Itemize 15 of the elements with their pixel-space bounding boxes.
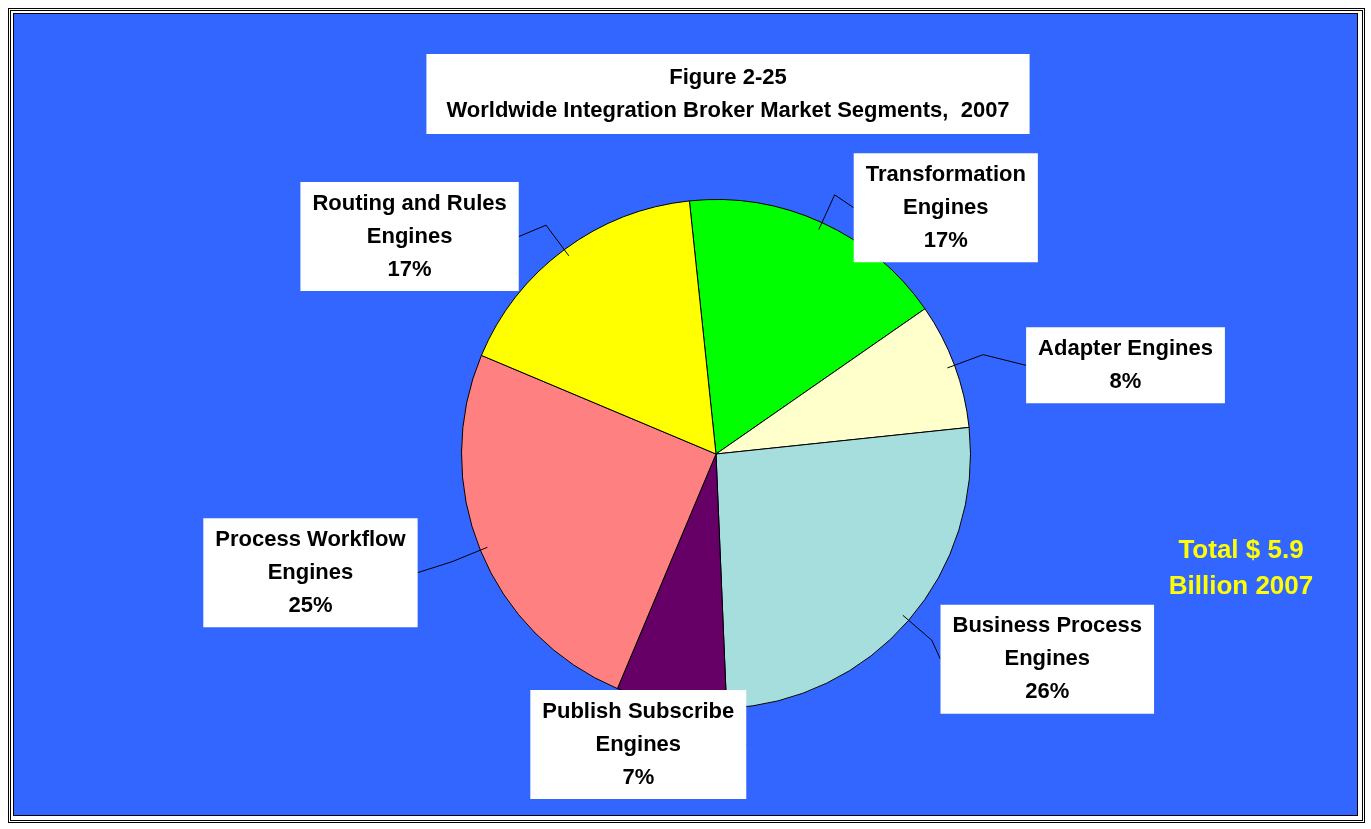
data-label: 7% bbox=[622, 763, 655, 789]
slice-label: Adapter Engines bbox=[1038, 334, 1213, 360]
text: Total $ 5.9 Billion 2007 bbox=[1168, 534, 1314, 601]
data-label: 17% bbox=[387, 255, 432, 281]
data-label: 26% bbox=[1025, 678, 1070, 704]
chart-title: Figure 2-25 bbox=[669, 63, 787, 89]
data-label: 25% bbox=[288, 591, 333, 617]
slice-label: Routing and Rules Engines bbox=[312, 189, 507, 248]
data-label: 17% bbox=[923, 226, 968, 252]
slice-label: Publish Subscribe Engines bbox=[542, 697, 735, 756]
data-label: 8% bbox=[1109, 367, 1142, 393]
slice-label: Business Process Engines bbox=[952, 612, 1143, 671]
chart-subtitle: Worldwide Integration Broker Market Segments, 2007 bbox=[446, 96, 1010, 122]
slice-label: Process Workflow Engines bbox=[215, 525, 407, 584]
slice-label: Transformation Engines bbox=[865, 160, 1026, 219]
